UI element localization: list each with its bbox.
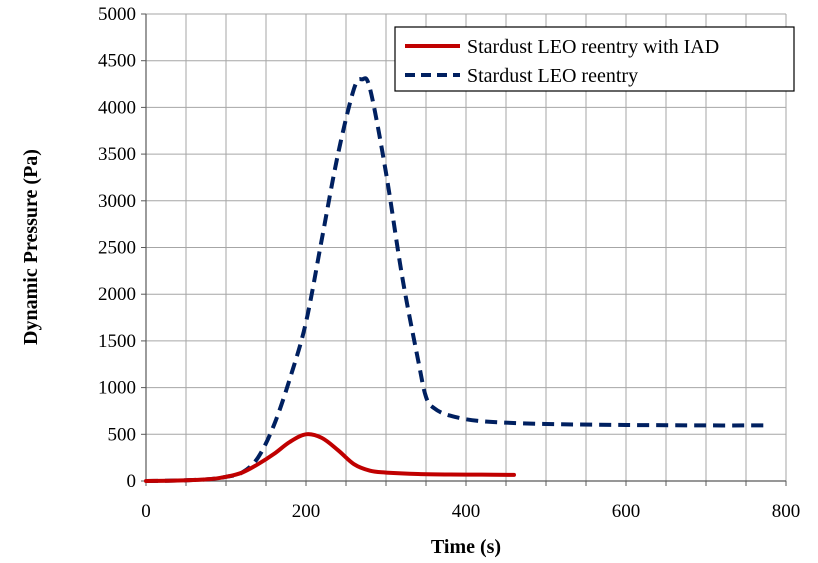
y-tick-label: 500: [108, 424, 137, 445]
y-tick-label: 1500: [98, 331, 136, 352]
grid-lines: [146, 13, 787, 481]
legend-label-reentry: Stardust LEO reentry: [467, 65, 638, 87]
y-tick-label: 4000: [98, 97, 136, 118]
x-tick-label: 600: [612, 501, 641, 522]
series-lines: [144, 76, 771, 483]
y-tick-labels: 0 500 1000 1500 2000 2500 3000 3500 4000 4500 5000: [98, 4, 136, 492]
legend: Stardust LEO reentry with IAD Stardust L…: [394, 26, 795, 92]
x-tick-label: 400: [452, 501, 481, 522]
legend-box: [394, 26, 795, 92]
x-axis-title: Time (s): [431, 536, 501, 558]
y-tick-label: 0: [127, 471, 137, 492]
series-line-reentry: [145, 76, 771, 483]
series-line-iad: [144, 432, 516, 483]
x-tick-label: 0: [141, 501, 151, 522]
legend-label-iad: Stardust LEO reentry with IAD: [467, 36, 719, 58]
axes: [141, 13, 787, 486]
x-tick-labels: 0 200 400 600 800: [141, 501, 800, 522]
y-axis-title: Dynamic Pressure (Pa): [20, 149, 42, 345]
x-tick-label: 800: [772, 501, 801, 522]
y-tick-label: 3000: [98, 191, 136, 212]
y-tick-label: 3500: [98, 144, 136, 165]
y-tick-label: 5000: [98, 4, 136, 25]
x-tick-label: 200: [292, 501, 321, 522]
y-tick-label: 4500: [98, 51, 136, 72]
y-tick-label: 2500: [98, 238, 136, 259]
y-tick-label: 2000: [98, 284, 136, 305]
y-tick-label: 1000: [98, 378, 136, 399]
